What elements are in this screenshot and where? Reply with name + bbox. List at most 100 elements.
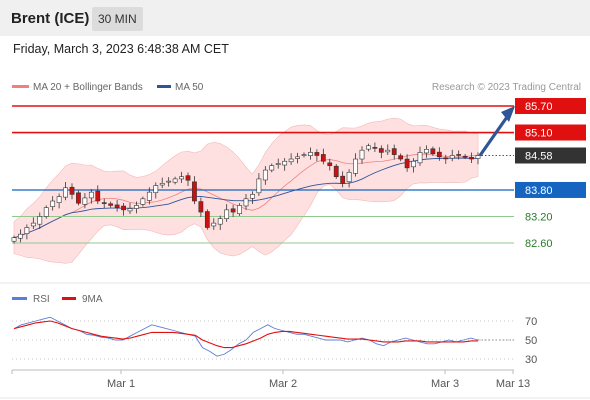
candle	[146, 187, 152, 205]
resistance-tag-85.10	[515, 124, 586, 141]
candle	[449, 149, 455, 162]
candle	[443, 154, 449, 164]
candle-body	[108, 203, 114, 206]
candle-body	[327, 162, 333, 166]
candle	[404, 154, 410, 172]
candle-body	[340, 175, 346, 184]
candle	[475, 152, 481, 165]
candle	[262, 166, 268, 185]
datetime-label: Friday, March 3, 2023 6:48:38 AM CET	[13, 42, 229, 56]
candle	[243, 193, 249, 210]
candle-body	[159, 183, 165, 186]
candle-body	[153, 185, 159, 194]
candle-body	[269, 165, 275, 171]
candle	[366, 143, 371, 152]
timeframe-badge[interactable]: 30 MIN	[92, 7, 143, 31]
rsi-legend-label: RSI	[33, 294, 50, 305]
support-tag-83.80	[515, 181, 586, 198]
candle-body	[262, 169, 268, 181]
candle-body	[76, 192, 81, 204]
candle-body	[224, 209, 230, 219]
candle-body	[24, 227, 30, 234]
ma50-legend-label: MA 50	[175, 82, 204, 93]
candle	[462, 153, 468, 160]
candle	[346, 169, 352, 188]
candle	[121, 202, 126, 216]
candle	[37, 212, 43, 230]
candle-body	[353, 158, 358, 174]
candle-body	[404, 158, 410, 169]
candle-body	[204, 211, 210, 228]
projection-arrow-head	[501, 106, 515, 122]
candle	[69, 183, 75, 200]
candle	[230, 204, 236, 217]
candle-body	[243, 198, 249, 207]
candle-body	[256, 178, 262, 194]
candle	[43, 205, 49, 219]
candle-body	[192, 181, 197, 202]
candle-body	[314, 152, 320, 156]
candle-body	[18, 233, 23, 239]
candle	[327, 158, 333, 171]
candle-body	[288, 158, 294, 163]
candle-body	[211, 222, 217, 227]
candle-body	[398, 155, 404, 160]
candle	[217, 215, 223, 230]
candle	[185, 172, 191, 186]
candle-body	[359, 149, 365, 160]
rsi-tick-50: 50	[525, 335, 537, 347]
candle-body	[56, 196, 62, 203]
candle-body	[172, 178, 178, 183]
candle	[172, 176, 178, 185]
candle	[269, 163, 275, 173]
candle	[88, 189, 94, 204]
rsi-tick-70: 70	[525, 316, 537, 328]
candle	[436, 147, 442, 161]
candle	[211, 218, 217, 230]
candle-body	[275, 163, 281, 165]
candle-body	[475, 155, 481, 159]
candle	[359, 146, 365, 164]
rsi-legend-swatch	[12, 297, 27, 300]
candle	[24, 224, 30, 240]
x-tick-label: Mar 2	[269, 378, 297, 390]
candle	[353, 153, 358, 177]
candle	[237, 203, 242, 216]
candle	[430, 146, 436, 156]
candle	[153, 182, 159, 199]
candle-body	[50, 200, 56, 207]
candle	[385, 144, 391, 155]
candle	[204, 209, 210, 230]
candle-body	[295, 156, 300, 159]
candle-body	[198, 201, 204, 213]
candle	[372, 142, 378, 152]
candle-body	[378, 148, 384, 153]
candle	[76, 190, 81, 206]
candle-body	[282, 160, 288, 166]
candle	[250, 191, 255, 205]
candle-body	[469, 157, 474, 160]
candle	[314, 149, 320, 162]
candle	[378, 145, 384, 159]
candle-body	[308, 152, 313, 156]
candle	[140, 196, 146, 207]
candle	[282, 158, 288, 171]
candle-body	[88, 191, 94, 199]
candle	[411, 158, 416, 173]
candle	[192, 176, 197, 205]
candle	[134, 201, 139, 214]
candle	[333, 163, 339, 179]
candle	[108, 201, 114, 208]
candle	[340, 171, 346, 188]
rsi-ma-legend-label: 9MA	[82, 294, 103, 305]
candle-body	[443, 157, 449, 160]
candle	[301, 152, 307, 158]
candle	[224, 204, 230, 222]
candle	[320, 148, 326, 165]
candle	[30, 217, 36, 230]
x-tick-label: Mar 13	[496, 378, 530, 390]
candle-body	[114, 204, 120, 208]
rsi-line	[13, 316, 479, 357]
candle-body	[101, 202, 107, 204]
bollinger-band	[13, 117, 479, 264]
